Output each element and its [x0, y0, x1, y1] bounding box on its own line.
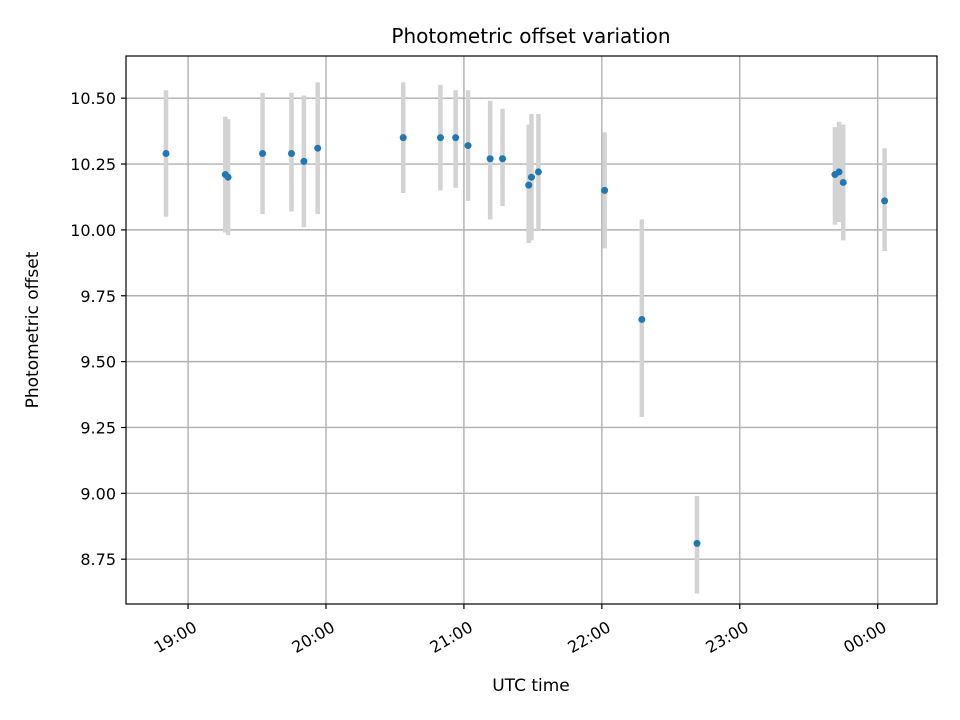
data-point [399, 134, 407, 142]
data-point [464, 142, 472, 150]
y-tick-label: 9.50 [80, 353, 116, 372]
y-axis-label: Photometric offset [23, 251, 43, 408]
data-point [314, 144, 322, 152]
y-tick-label: 9.75 [80, 287, 116, 306]
y-tick-label: 9.25 [80, 418, 116, 437]
x-axis-label: UTC time [492, 676, 570, 696]
chart-title: Photometric offset variation [391, 24, 670, 48]
data-point [452, 134, 460, 142]
plot-frame [125, 55, 938, 605]
data-points [162, 134, 889, 547]
y-tick-label: 9.00 [80, 484, 116, 503]
y-tick-label: 10.25 [70, 155, 116, 174]
data-point [638, 315, 646, 323]
data-point [436, 134, 444, 142]
y-tick-label: 8.75 [80, 550, 116, 569]
data-point [486, 155, 494, 163]
y-tick-label: 10.50 [70, 89, 116, 108]
data-point [839, 178, 847, 186]
data-point [534, 168, 542, 176]
data-point [162, 149, 170, 157]
data-point [835, 168, 843, 176]
data-point [259, 149, 267, 157]
data-point [601, 186, 609, 194]
data-point [881, 197, 889, 205]
data-point [224, 173, 232, 181]
data-point [693, 539, 701, 547]
y-tick-label: 10.00 [70, 221, 116, 240]
data-point [288, 149, 296, 157]
data-point [528, 173, 535, 181]
data-point [499, 155, 507, 163]
data-point [525, 181, 533, 189]
data-point [300, 157, 308, 165]
